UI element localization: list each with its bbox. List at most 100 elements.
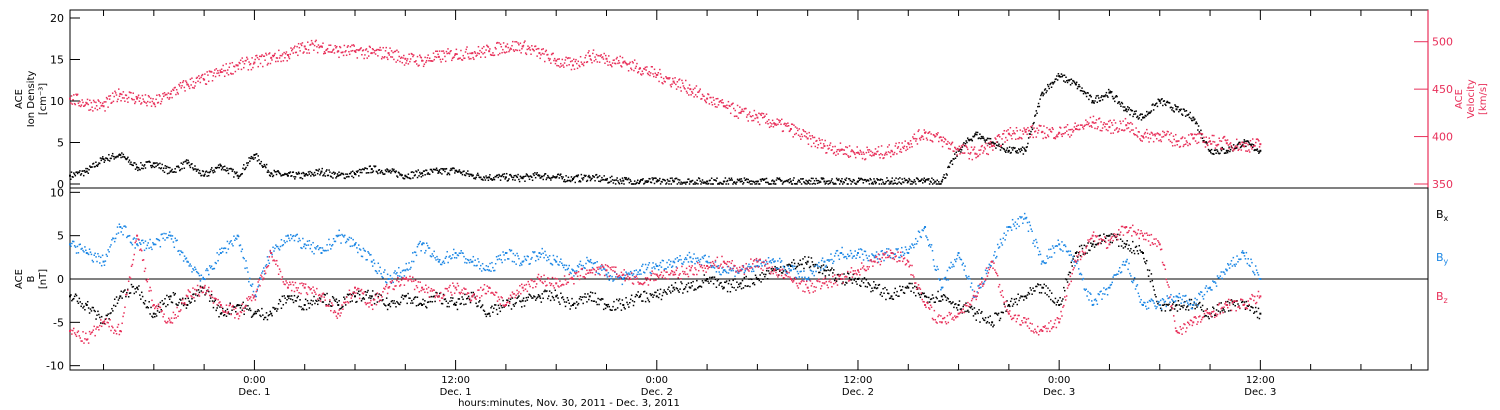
b-black-point-fill [846, 282, 848, 284]
b-blue-point-fill [416, 245, 419, 248]
velocity-point-fill [1167, 131, 1169, 133]
b-black-point-fill [77, 302, 80, 304]
b-black-point-fill [107, 313, 109, 315]
b-black-point-fill [457, 298, 460, 300]
velocity-point-fill [494, 46, 496, 49]
velocity-point-fill [483, 45, 485, 48]
density-point [739, 180, 742, 183]
b-black-point [421, 304, 424, 306]
b-black-point-fill [472, 291, 475, 294]
density-point [940, 180, 943, 183]
velocity-point-fill [586, 61, 589, 63]
velocity-point-fill [1126, 122, 1129, 124]
density-point-fill [629, 178, 631, 181]
density-point-fill [303, 172, 305, 175]
velocity-point-fill [934, 135, 937, 137]
density-point-fill [611, 179, 614, 181]
density-point-fill [1170, 106, 1172, 109]
velocity-point-fill [1048, 128, 1051, 131]
b-blue-point-fill [516, 252, 518, 255]
b-black-point-fill [84, 308, 86, 311]
b-black-point-fill [493, 307, 495, 310]
velocity-point-fill [1213, 141, 1216, 143]
b-black-point-fill [110, 312, 112, 314]
density-point-fill [134, 168, 137, 170]
b-black-point-fill [1208, 317, 1210, 320]
density-point-fill [767, 181, 769, 184]
density-point-fill [1215, 152, 1217, 154]
b-black-point-fill [734, 278, 736, 280]
b-black-point-fill [703, 274, 706, 276]
velocity-point-fill [246, 58, 249, 60]
density-point-fill [681, 183, 683, 185]
velocity-point-fill [987, 153, 990, 156]
density-point-fill [662, 178, 664, 181]
density-point-fill [300, 172, 303, 175]
b-black-point-fill [976, 310, 978, 313]
b-black-point-fill [350, 293, 353, 296]
b-black-point-fill [322, 301, 325, 303]
b-black-point-fill [544, 289, 546, 292]
density-point-fill [650, 181, 653, 184]
b-black-point-fill [988, 322, 991, 324]
velocity-point-fill [1035, 136, 1038, 138]
velocity-point-fill [565, 56, 567, 59]
density-point-fill [712, 183, 714, 185]
density-point [504, 176, 507, 179]
b-blue-point-fill [423, 242, 425, 245]
velocity-point-fill [286, 60, 288, 62]
density-point-fill [1085, 92, 1087, 95]
velocity-point-fill [339, 45, 341, 48]
velocity-point-fill [396, 49, 398, 52]
b-black-point-fill [673, 289, 676, 291]
density-point-fill [936, 179, 938, 182]
velocity-point-fill [846, 146, 849, 149]
density-point-fill [1124, 109, 1127, 112]
velocity-point-fill [98, 100, 100, 103]
density-point-fill [371, 171, 374, 174]
b-black-point-fill [1139, 249, 1141, 252]
b-black-point-fill [896, 290, 898, 293]
density-point-fill [876, 177, 878, 180]
velocity-point-fill [206, 71, 208, 73]
velocity-point-fill [742, 110, 744, 113]
b-blue-point-fill [180, 250, 182, 252]
b-black-point-fill [530, 295, 532, 298]
velocity-point-fill [1063, 126, 1066, 129]
b-black-point-fill [1237, 303, 1239, 305]
b-blue-point-fill [340, 242, 342, 244]
velocity-point-fill [351, 49, 354, 52]
density-point-fill [310, 175, 312, 177]
velocity-point-fill [600, 54, 602, 56]
density-point-fill [467, 170, 469, 172]
b-black-point-fill [667, 288, 669, 291]
b-black-point-fill [250, 316, 253, 318]
b-blue-point-fill [108, 251, 110, 253]
density-point-fill [816, 182, 819, 185]
b-black-point-fill [589, 291, 592, 294]
density-point-fill [1117, 102, 1119, 105]
velocity-point-fill [1037, 129, 1040, 132]
density-point-fill [793, 182, 796, 185]
velocity-point-fill [114, 90, 116, 93]
b-black-point-fill [697, 287, 699, 289]
b-black-point-fill [418, 303, 421, 305]
velocity-point-fill [981, 144, 983, 147]
velocity-point [303, 45, 306, 48]
velocity-point-fill [822, 143, 825, 145]
density-point-fill [187, 159, 189, 162]
b-black-point-fill [904, 286, 907, 289]
b-black-point-fill [458, 298, 461, 300]
b-blue-point [538, 252, 541, 254]
b-black-point-fill [1042, 287, 1045, 289]
velocity-point-fill [194, 81, 197, 84]
b-black-point-fill [152, 316, 154, 319]
b-black-point-fill [1054, 297, 1057, 300]
velocity-point-fill [614, 62, 616, 65]
density-point-fill [241, 172, 243, 175]
velocity-point-fill [770, 125, 772, 127]
velocity-point-fill [1213, 134, 1215, 137]
b-black-point-fill [441, 302, 444, 305]
velocity-point-fill [230, 72, 232, 75]
b-black-point-fill [713, 276, 716, 278]
